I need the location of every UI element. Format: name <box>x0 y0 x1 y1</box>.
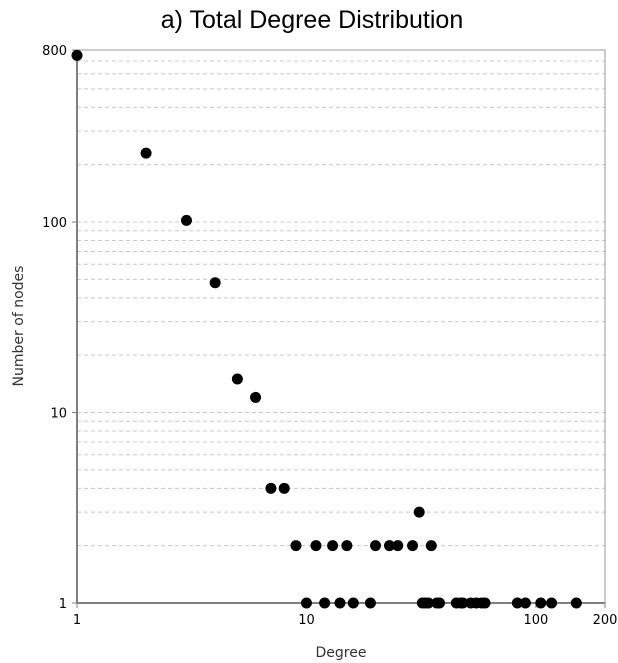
data-point <box>341 540 353 552</box>
data-point <box>250 391 262 403</box>
data-point <box>422 597 434 609</box>
chart-title: a) Total Degree Distribution <box>161 6 463 34</box>
y-tick-label: 800 <box>42 44 67 59</box>
data-point <box>327 540 339 552</box>
data-point <box>370 540 382 552</box>
y-tick-label: 1 <box>59 597 67 612</box>
data-point <box>300 597 312 609</box>
x-tick-label: 100 <box>524 613 549 628</box>
data-point <box>383 540 395 552</box>
grid-lines <box>77 49 605 547</box>
data-point <box>570 597 582 609</box>
data-point <box>290 540 302 552</box>
x-tick-label: 1 <box>73 613 81 628</box>
data-points <box>71 49 582 609</box>
data-point <box>278 482 290 494</box>
data-point <box>479 597 491 609</box>
data-point <box>425 540 437 552</box>
x-ticks: 1 10 100 200 <box>73 603 618 628</box>
y-ticks: 1 10 100 800 <box>42 44 77 612</box>
data-point <box>209 277 221 289</box>
x-axis-label: Degree <box>316 645 367 661</box>
data-point <box>457 597 469 609</box>
data-point <box>519 597 531 609</box>
data-point <box>231 373 243 385</box>
data-point <box>140 147 152 159</box>
x-tick-label: 200 <box>593 613 618 628</box>
data-point <box>334 597 346 609</box>
x-tick-label: 10 <box>298 613 315 628</box>
data-point <box>434 597 446 609</box>
data-point <box>546 597 558 609</box>
data-point <box>413 506 425 518</box>
data-point <box>392 540 404 552</box>
data-point <box>319 597 331 609</box>
data-point <box>265 482 277 494</box>
data-point <box>310 540 322 552</box>
data-point <box>71 49 83 61</box>
data-point <box>407 540 419 552</box>
data-point <box>364 597 376 609</box>
data-point <box>180 214 192 226</box>
data-point <box>511 597 523 609</box>
y-tick-label: 100 <box>42 216 67 231</box>
data-point <box>535 597 547 609</box>
plot-frame <box>76 49 606 604</box>
y-tick-label: 10 <box>50 407 67 422</box>
y-axis-label: Number of nodes <box>11 266 27 387</box>
data-point <box>347 597 359 609</box>
